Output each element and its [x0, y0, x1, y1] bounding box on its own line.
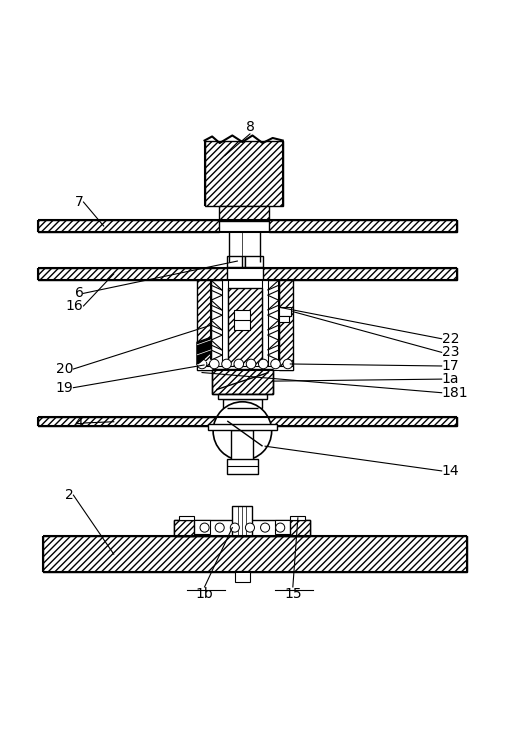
Circle shape [197, 359, 207, 369]
Bar [218, 394, 266, 399]
Bar [179, 520, 209, 534]
Polygon shape [196, 337, 211, 365]
Bar [227, 256, 244, 267]
Bar [222, 280, 228, 368]
Bar [227, 459, 257, 474]
Text: 19: 19 [55, 381, 73, 395]
Bar [227, 409, 257, 417]
Text: 16: 16 [66, 299, 83, 313]
Circle shape [209, 359, 219, 369]
Text: 1b: 1b [195, 587, 213, 601]
Bar [196, 280, 211, 370]
Bar [278, 316, 288, 322]
Text: 2: 2 [65, 488, 73, 502]
Text: 7: 7 [75, 195, 83, 209]
Text: 23: 23 [441, 345, 458, 359]
Bar [204, 140, 282, 206]
Bar [228, 288, 261, 368]
Bar [262, 268, 456, 280]
Circle shape [282, 359, 292, 369]
Circle shape [246, 359, 256, 369]
Text: 181: 181 [441, 386, 467, 400]
Bar [261, 280, 267, 368]
Text: 6: 6 [74, 287, 83, 301]
Bar [218, 206, 269, 221]
Bar [208, 424, 276, 430]
Text: 17: 17 [441, 359, 459, 373]
Bar [223, 399, 261, 409]
Circle shape [221, 359, 231, 369]
Bar [234, 310, 250, 329]
Circle shape [258, 359, 268, 369]
Circle shape [245, 523, 254, 532]
Bar [38, 268, 227, 280]
Text: 8: 8 [245, 120, 254, 134]
Text: 1a: 1a [441, 372, 458, 386]
Circle shape [200, 523, 209, 532]
Circle shape [230, 523, 239, 532]
Bar [290, 516, 305, 520]
Bar [278, 280, 292, 370]
Bar [174, 520, 194, 537]
Bar [43, 537, 466, 572]
Text: 4: 4 [75, 416, 83, 430]
Text: 22: 22 [441, 331, 458, 345]
Text: 14: 14 [441, 464, 459, 478]
Bar [174, 520, 310, 537]
Bar [278, 307, 291, 316]
Text: 20: 20 [56, 362, 73, 376]
Bar [234, 571, 249, 582]
Bar [179, 516, 194, 520]
Bar [38, 417, 456, 426]
Circle shape [260, 523, 269, 532]
Circle shape [213, 402, 271, 460]
Text: 15: 15 [284, 587, 301, 601]
Circle shape [275, 523, 284, 532]
Bar [244, 256, 262, 267]
Circle shape [270, 359, 280, 369]
Bar [212, 368, 272, 394]
Bar [269, 220, 456, 232]
Circle shape [215, 523, 224, 532]
Bar [232, 506, 252, 537]
Bar [231, 430, 253, 460]
Bar [38, 220, 218, 232]
Bar [275, 520, 305, 534]
Bar [290, 520, 310, 537]
Circle shape [234, 359, 243, 369]
Bar [196, 366, 292, 370]
